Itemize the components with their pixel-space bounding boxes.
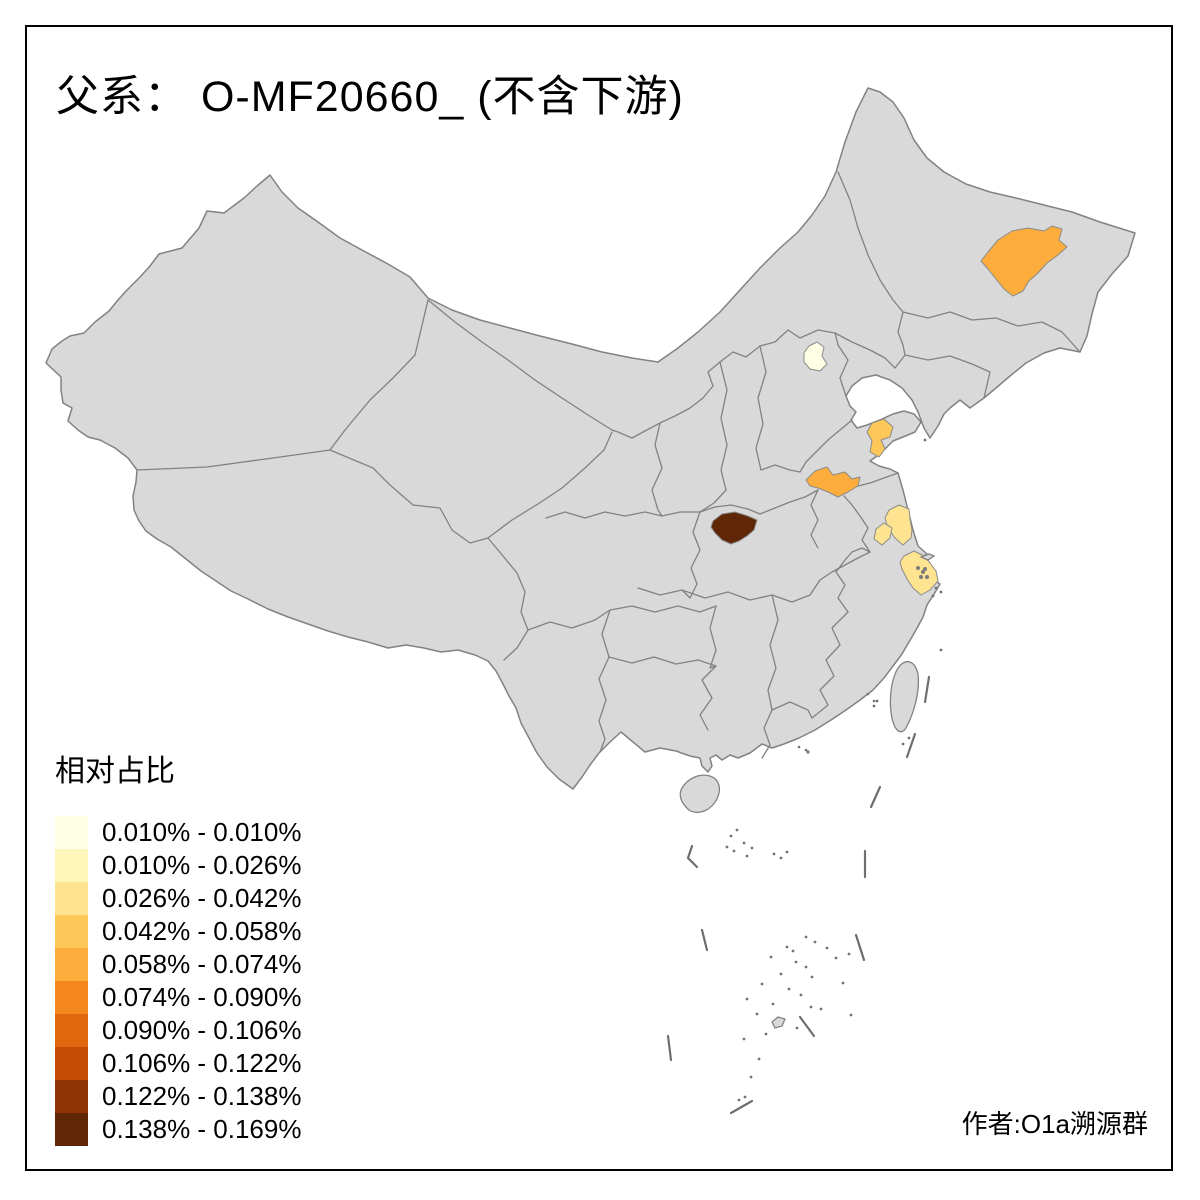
legend-swatch	[55, 816, 88, 849]
legend-swatch	[55, 1080, 88, 1113]
legend-row: 0.026% - 0.042%	[55, 882, 301, 915]
mainland-landmass	[45, 87, 1136, 790]
legend-label: 0.138% - 0.169%	[102, 1114, 302, 1144]
legend-swatch	[55, 882, 88, 915]
legend-swatch	[55, 1047, 88, 1080]
mainland-outline	[45, 87, 1136, 790]
region-north-jiangsu	[805, 466, 861, 498]
legend-label: 0.010% - 0.010%	[102, 817, 302, 847]
legend-title: 相对占比	[55, 755, 175, 788]
legend-swatch	[55, 849, 88, 882]
legend-label: 0.026% - 0.042%	[102, 883, 302, 913]
legend-label: 0.090% - 0.106%	[102, 1015, 302, 1045]
highlighted-regions	[710, 225, 1068, 596]
legend-swatch	[55, 1113, 88, 1146]
hainan-island	[679, 774, 721, 814]
legend-row: 0.106% - 0.122%	[55, 1047, 301, 1080]
legend-swatch	[55, 981, 88, 1014]
region-central-jiangsu-small	[873, 522, 893, 546]
legend-swatch	[55, 948, 88, 981]
province-borders	[136, 171, 1081, 759]
legend-row: 0.010% - 0.010%	[55, 816, 301, 849]
legend-swatch	[55, 1014, 88, 1047]
legend-label: 0.106% - 0.122%	[102, 1048, 302, 1078]
legend-label: 0.010% - 0.026%	[102, 850, 302, 880]
legend-label: 0.074% - 0.090%	[102, 982, 302, 1012]
legend-row: 0.074% - 0.090%	[55, 981, 301, 1014]
legend-label: 0.058% - 0.074%	[102, 949, 302, 979]
attribution-text: 作者:O1a溯源群	[961, 1109, 1148, 1139]
page-title: 父系： O-MF20660_ (不含下游)	[56, 73, 684, 121]
region-northeast	[980, 225, 1068, 297]
shanghai-boundary-cluster	[916, 566, 929, 579]
legend-row: 0.042% - 0.058%	[55, 915, 301, 948]
legend-row: 0.122% - 0.138%	[55, 1080, 301, 1113]
legend-row: 0.058% - 0.074%	[55, 948, 301, 981]
legend-row: 0.010% - 0.026%	[55, 849, 301, 882]
south-sea-islet	[771, 1016, 786, 1029]
islands	[679, 553, 936, 1029]
region-shandong-coast	[866, 418, 894, 458]
legend: 相对占比 0.010% - 0.010% 0.010% - 0.026% 0.026…	[55, 746, 301, 1146]
chongming-island	[919, 553, 936, 561]
legend-label: 0.042% - 0.058%	[102, 916, 302, 946]
island-specks	[725, 438, 943, 1102]
nine-dash-line	[666, 675, 931, 1115]
legend-swatch	[55, 915, 88, 948]
legend-label: 0.122% - 0.138%	[102, 1081, 302, 1111]
taiwan-island	[889, 660, 920, 733]
region-beijing	[803, 341, 828, 372]
region-northwest-hubei	[710, 511, 758, 545]
legend-rows: 0.010% - 0.010% 0.010% - 0.026% 0.026% - 0…	[55, 816, 301, 1146]
legend-row: 0.138% - 0.169%	[55, 1113, 301, 1146]
legend-row: 0.090% - 0.106%	[55, 1014, 301, 1047]
